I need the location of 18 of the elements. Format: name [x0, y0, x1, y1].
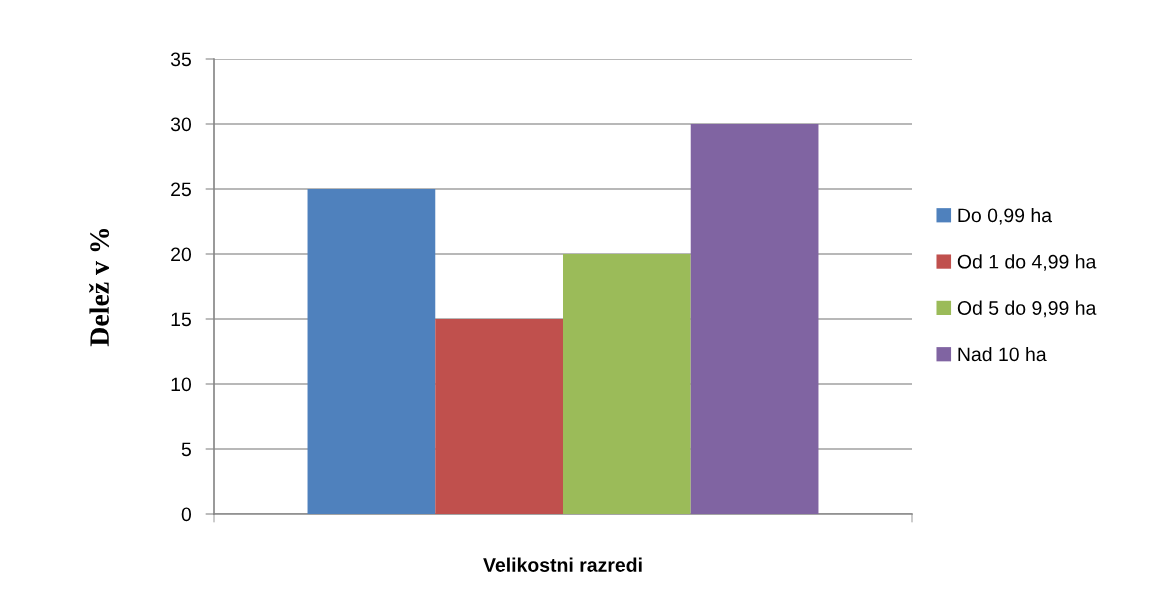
y-tick-label: 25: [171, 182, 191, 197]
y-tick-label: 10: [171, 377, 192, 392]
y-tick-label: 20: [171, 247, 192, 262]
y-tick-label: 35: [170, 52, 191, 67]
bar: [563, 254, 691, 514]
x-axis-title: Velikostni razredi: [483, 557, 642, 572]
y-tick-label: 5: [181, 442, 191, 457]
y-tick-label: 15: [171, 312, 191, 327]
legend-label: Od 1 do 4,99 ha: [957, 254, 1097, 271]
legend-label: Od 5 do 9,99 ha: [957, 300, 1097, 318]
bar: [435, 319, 563, 514]
bar: [690, 124, 819, 514]
legend-label: Do 0,99 ha: [958, 207, 1053, 225]
y-tick-label: 30: [170, 117, 192, 132]
y-tick-label: 0: [181, 507, 192, 522]
y-axis-title: Delež v %: [89, 228, 110, 347]
bar: [307, 189, 436, 514]
legend-label: Nad 10 ha: [958, 346, 1047, 362]
